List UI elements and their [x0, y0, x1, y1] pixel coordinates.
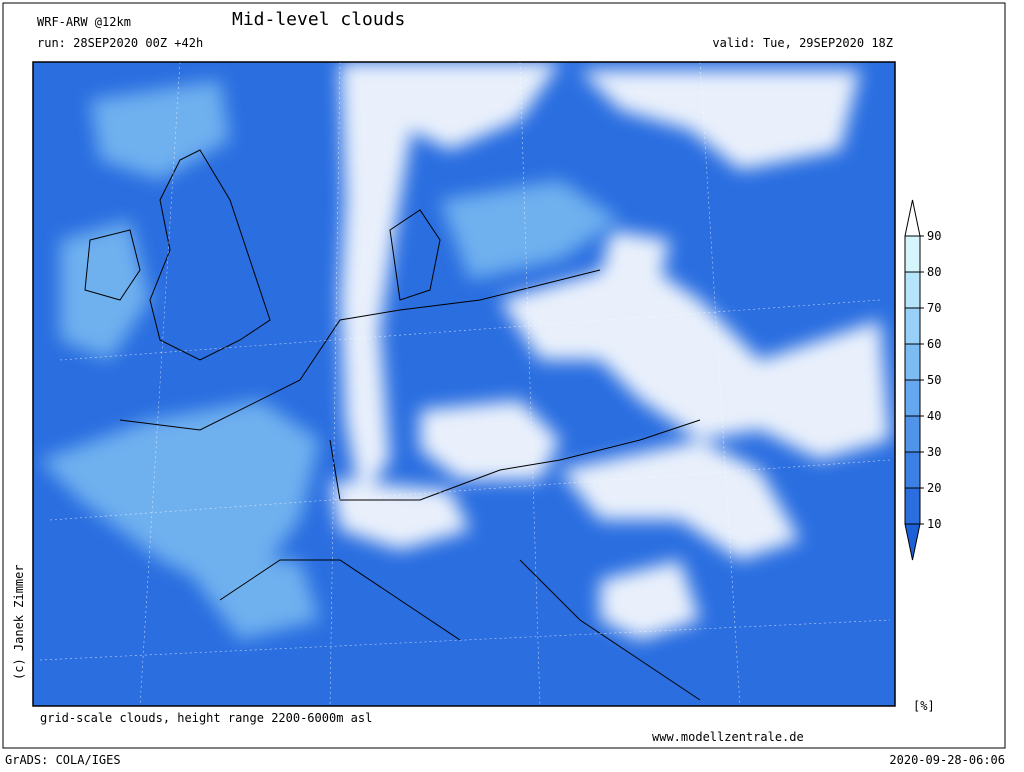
colorbar-label: 70	[927, 301, 941, 315]
colorbar-box	[904, 307, 921, 345]
website: www.modellzentrale.de	[652, 730, 804, 744]
colorbar-box	[904, 379, 921, 417]
model-label: WRF-ARW @12km	[37, 15, 131, 29]
colorbar-label: 80	[927, 265, 941, 279]
colorbar-label: 50	[927, 373, 941, 387]
outer-frame	[2, 2, 1006, 749]
run-label: run: 28SEP2020 00Z +42h	[37, 36, 203, 50]
copyright: (c) Janek Zimmer	[12, 564, 26, 680]
colorbar-triangle	[904, 199, 921, 237]
colorbar: 10 20 30 40 50 60 70 80 90	[904, 199, 941, 561]
map-frame	[32, 61, 896, 707]
colorbar-label: 40	[927, 409, 941, 423]
cloud-map	[33, 62, 895, 706]
colorbar-box	[904, 415, 921, 453]
colorbar-triangle	[904, 523, 921, 561]
colorbar-box	[904, 451, 921, 489]
colorbar-box	[904, 235, 921, 273]
valid-label: valid: Tue, 29SEP2020 18Z	[712, 36, 893, 50]
map-title: Mid-level clouds	[232, 9, 405, 30]
software: GrADS: COLA/IGES	[5, 753, 121, 767]
colorbar-label: 90	[927, 229, 941, 243]
colorbar-label: 20	[927, 481, 941, 495]
timestamp: 2020-09-28-06:06	[889, 753, 1005, 767]
colorbar-box	[904, 343, 921, 381]
colorbar-label: 10	[927, 517, 941, 531]
description: grid-scale clouds, height range 2200-600…	[40, 711, 372, 725]
colorbar-label: 60	[927, 337, 941, 351]
legend-unit: [%]	[913, 699, 935, 713]
colorbar-box	[904, 487, 921, 525]
colorbar-box	[904, 271, 921, 309]
colorbar-label: 30	[927, 445, 941, 459]
